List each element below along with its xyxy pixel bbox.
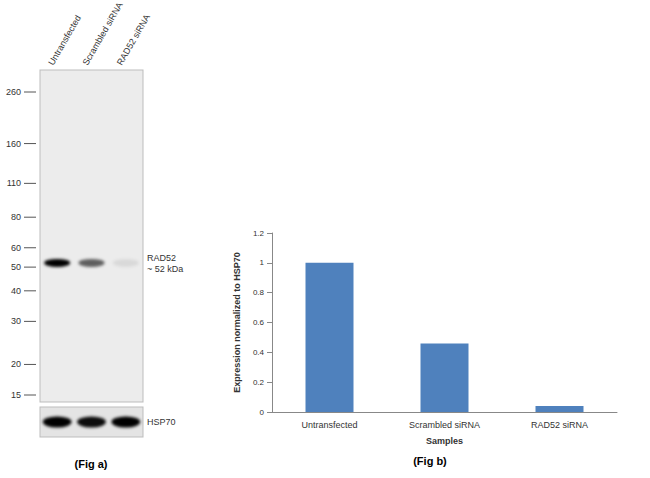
svg-text:Untransfected: Untransfected xyxy=(301,420,357,430)
svg-text:15: 15 xyxy=(11,390,21,400)
svg-text:Scrambled siRNA: Scrambled siRNA xyxy=(80,0,125,67)
svg-text:Scrambled siRNA: Scrambled siRNA xyxy=(409,420,480,430)
svg-text:RAD52 siRNA: RAD52 siRNA xyxy=(115,13,152,67)
svg-text:0: 0 xyxy=(260,408,265,417)
svg-text:160: 160 xyxy=(6,139,21,149)
svg-text:110: 110 xyxy=(7,178,21,188)
svg-text:Samples: Samples xyxy=(426,436,463,446)
svg-text:30: 30 xyxy=(11,316,21,326)
svg-text:1.2: 1.2 xyxy=(253,229,265,238)
html-text:(Fig b): (Fig b) xyxy=(413,455,447,467)
svg-text:50: 50 xyxy=(11,262,21,272)
svg-text:RAD52: RAD52 xyxy=(147,253,176,263)
svg-text:~ 52 kDa: ~ 52 kDa xyxy=(147,264,183,274)
svg-text:1: 1 xyxy=(260,258,265,267)
svg-text:80: 80 xyxy=(11,212,21,222)
svg-text:0.8: 0.8 xyxy=(253,288,265,297)
svg-text:(Fig a): (Fig a) xyxy=(75,458,108,470)
svg-text:40: 40 xyxy=(11,286,21,296)
svg-text:20: 20 xyxy=(11,359,21,369)
svg-text:RAD52 siRNA: RAD52 siRNA xyxy=(531,420,588,430)
svg-text:0.2: 0.2 xyxy=(253,378,265,387)
svg-text:260: 260 xyxy=(6,87,21,97)
svg-text:Expression normalized to HSP70: Expression normalized to HSP70 xyxy=(232,252,242,393)
svg-text:0.6: 0.6 xyxy=(253,318,265,327)
svg-text:60: 60 xyxy=(11,243,21,253)
svg-text:Untransfected: Untransfected xyxy=(46,13,83,67)
svg-text:0.4: 0.4 xyxy=(253,348,265,357)
svg-text:HSP70: HSP70 xyxy=(147,417,176,427)
